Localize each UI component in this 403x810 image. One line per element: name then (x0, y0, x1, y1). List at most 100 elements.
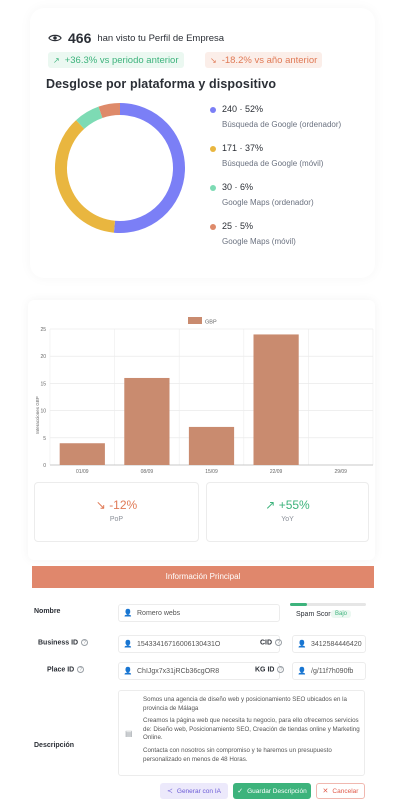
views-label: han visto tu Perfil de Empresa (97, 32, 225, 44)
save-description-label: Guardar Descripción (247, 787, 307, 795)
legend-dot (210, 185, 216, 191)
legend-value: 240 · 52% (222, 104, 264, 114)
business-id-label: Business ID? (38, 639, 89, 647)
legend-name: Búsqueda de Google (ordenador) (222, 120, 342, 129)
x-tick-label: 01/09 (76, 469, 89, 475)
help-icon[interactable]: ? (277, 666, 285, 673)
x-tick-label: 15/09 (205, 469, 218, 475)
bar-01-09 (59, 443, 105, 465)
bar-15-09 (188, 426, 235, 465)
close-icon: ✕ (322, 788, 329, 795)
cid-field[interactable]: 👤 3412584446420 (292, 635, 366, 653)
business-id-value: 15433416716006130431O (137, 640, 221, 648)
name-field[interactable]: 👤 Romero webs (118, 604, 280, 622)
cid-value: 3412584446420 (311, 640, 362, 648)
y-tick-label: 20 (40, 354, 46, 360)
help-icon[interactable]: ? (275, 639, 283, 646)
user-icon: 👤 (123, 641, 133, 648)
y-tick-label: 25 (40, 327, 46, 333)
description-paragraph: Creamos la página web que necesita tu ne… (143, 717, 360, 742)
business-id-label-text: Business ID (38, 639, 79, 647)
kgid-label-text: KG ID (255, 666, 275, 674)
user-icon: 👤 (123, 610, 133, 617)
cancel-button[interactable]: ✕ Cancelar (316, 783, 365, 799)
save-description-button[interactable]: ✓ Guardar Descripción (233, 783, 311, 799)
trend-down-icon: ↘ (210, 55, 217, 65)
yoy-value: ↗ +55% (207, 498, 368, 512)
legend-series-label: GBP (205, 320, 217, 326)
spam-score-label: Spam Score (296, 611, 335, 618)
help-icon[interactable]: ? (81, 639, 89, 646)
bar-08-09 (124, 377, 170, 465)
eye-icon (48, 34, 62, 42)
donut-legend: 240 · 52% Búsqueda de Google (ordenador)… (210, 104, 341, 260)
year-change-badge: ↘ -18.2% vs año anterior (205, 52, 323, 68)
cid-label: CID? (260, 639, 283, 647)
name-value: Romero webs (137, 609, 181, 617)
description-paragraph: Somos una agencia de diseño web y posici… (143, 696, 347, 712)
legend-name: Google Maps (móvil) (222, 237, 296, 246)
legend-item-google-search-desktop: 240 · 52% Búsqueda de Google (ordenador) (210, 104, 341, 143)
pop-value-text: -12% (109, 498, 138, 512)
user-icon: 👤 (297, 668, 307, 675)
donut-slice-1 (55, 120, 116, 233)
kgid-field[interactable]: 👤 /g/11f7h090fb (292, 662, 366, 680)
bar-22-09 (253, 334, 299, 465)
name-label: Nombre (34, 608, 61, 615)
user-icon: 👤 (297, 641, 307, 648)
description-text: Somos una agencia de diseño web y posici… (143, 696, 361, 768)
platform-donut-chart (55, 103, 185, 233)
trend-down-icon: ↘ (95, 498, 106, 512)
description-paragraph: Contacta con nosotros sin compromiso y t… (143, 746, 332, 763)
views-count: 466 (68, 30, 92, 46)
legend-value: 171 · 37% (222, 143, 264, 153)
y-axis-title: Interacciones GBP (35, 396, 40, 434)
y-tick-label: 15 (40, 381, 46, 387)
form-header: Información Principal (32, 566, 374, 588)
help-icon[interactable]: ? (77, 666, 85, 673)
spam-score-fill (290, 603, 307, 606)
generate-ai-button[interactable]: ≺ Generar con IA (160, 783, 228, 799)
x-tick-label: 29/09 (334, 469, 347, 475)
description-textarea[interactable]: ▤ Somos una agencia de diseño web y posi… (118, 690, 365, 776)
legend-dot (210, 224, 216, 230)
views-summary: 466 han visto tu Perfil de Empresa (48, 30, 224, 46)
place-id-label: Place ID? (47, 666, 85, 674)
place-id-label-text: Place ID (47, 666, 75, 674)
legend-name: Búsqueda de Google (móvil) (222, 159, 324, 168)
business-id-field[interactable]: 👤 15433416716006130431O (118, 635, 280, 653)
x-tick-label: 22/09 (270, 469, 283, 475)
breakdown-title: Desglose por plataforma y dispositivo (46, 77, 277, 91)
legend-dot (210, 146, 216, 152)
generate-ai-label: Generar con IA (176, 787, 221, 795)
legend-item-google-maps-mobile: 25 · 5% Google Maps (móvil) (210, 221, 341, 260)
pop-label: PoP (109, 516, 124, 523)
trend-up-icon: ↗ (265, 498, 276, 512)
cid-label-text: CID (260, 639, 273, 647)
interactions-bar-chart: 0 5 10 15 20 25 01/09 08/09 15/09 22/09 29/09 GBP… (35, 317, 374, 475)
kgid-label: KG ID? (255, 666, 285, 674)
pop-stat-card: ↘ -12% PoP (34, 482, 199, 542)
y-tick-label: 5 (43, 436, 46, 442)
donut-slice-0 (113, 103, 185, 233)
donut-slice-2 (76, 106, 103, 130)
trend-up-icon: ↗ (53, 55, 60, 65)
building-icon: ▤ (125, 729, 133, 738)
legend-name: Google Maps (ordenador) (222, 198, 314, 207)
x-tick-label: 08/09 (141, 469, 154, 475)
cancel-label: Cancelar (332, 787, 359, 795)
place-id-field[interactable]: 👤 ChIJgx7x31jRCb36cgOR8 (118, 662, 280, 680)
pop-value: ↘ -12% (35, 498, 198, 512)
legend-value: 30 · 6% (222, 182, 254, 192)
user-icon: 👤 (123, 668, 133, 675)
legend-value: 25 · 5% (222, 221, 254, 231)
y-tick-label: 10 (40, 409, 46, 415)
year-change-text: -18.2% vs año anterior (221, 54, 318, 66)
spam-score-badge: Bajo (331, 610, 352, 618)
yoy-label: YoY (281, 516, 294, 523)
legend-item-google-search-mobile: 171 · 37% Búsqueda de Google (móvil) (210, 143, 341, 182)
legend-dot (210, 107, 216, 113)
check-icon: ✓ (237, 788, 244, 795)
place-id-value: ChIJgx7x31jRCb36cgOR8 (137, 667, 220, 675)
yoy-value-text: +55% (278, 498, 310, 512)
